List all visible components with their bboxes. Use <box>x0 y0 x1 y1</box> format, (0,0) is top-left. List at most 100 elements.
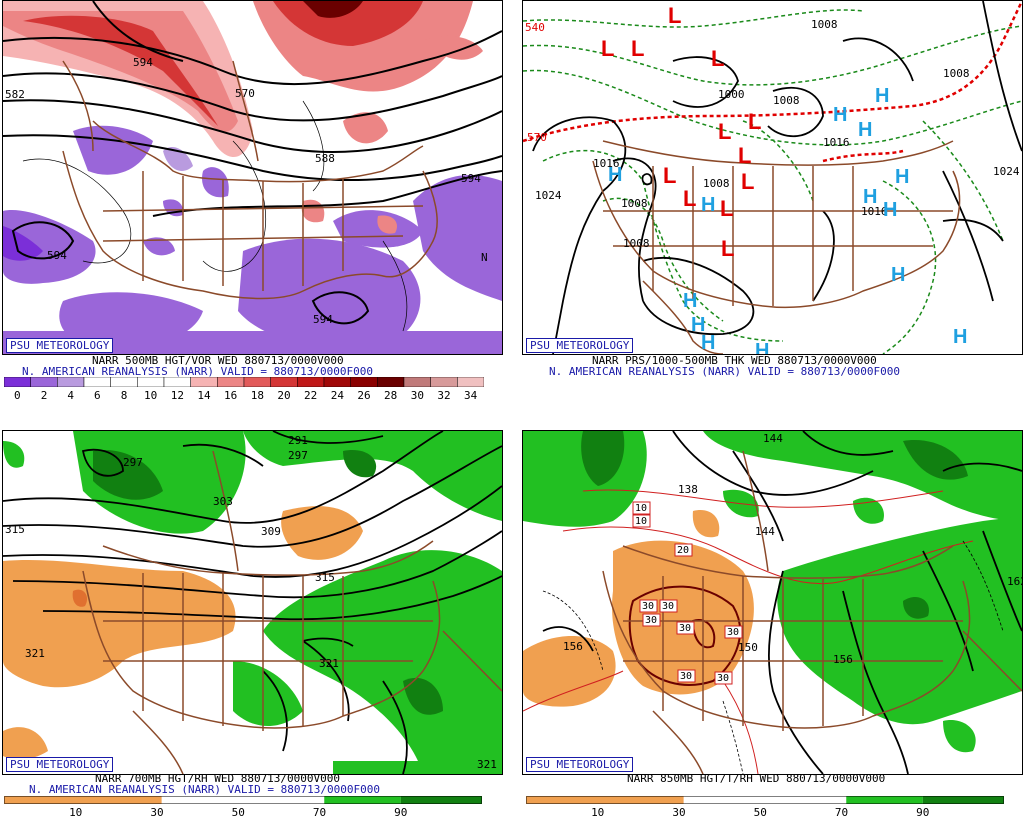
contour-label: 297 <box>288 449 308 462</box>
temperature-label-box: 30 <box>724 625 743 639</box>
low-pressure-marker: L <box>721 236 734 261</box>
high-pressure-marker: H <box>858 119 872 141</box>
panel-500mb-vorticity: 582 570 594 588 594 594 594 N PSU METEOR… <box>2 0 503 355</box>
svg-text:30: 30 <box>717 673 729 684</box>
svg-text:10: 10 <box>635 516 647 527</box>
colorbar-tick: 90 <box>394 806 408 819</box>
svg-text:30: 30 <box>680 671 692 682</box>
caption-line1: NARR 700MB HGT/RH WED 880713/0000V000 <box>95 772 341 785</box>
contour-label: 144 <box>755 525 775 538</box>
colorbar-tick: 32 <box>437 389 451 402</box>
colorbar-swatch <box>324 796 401 804</box>
colorbar-swatch <box>270 377 298 387</box>
contour-label: 594 <box>313 313 333 326</box>
caption-line1: NARR 850MB HGT/T/RH WED 880713/0000V000 <box>627 772 886 785</box>
contour-label: 588 <box>315 152 335 165</box>
mslp-map: 540 570 1024 1024 1016 1008 1008 1000 10… <box>523 1 1022 354</box>
low-pressure-marker: L <box>738 143 751 168</box>
psu-meteorology-badge: PSU METEOROLOGY <box>526 338 634 353</box>
svg-text:30: 30 <box>645 615 657 626</box>
temperature-label-box: 30 <box>677 669 696 683</box>
thickness-label: 540 <box>525 21 545 34</box>
contour-label: 315 <box>315 571 335 584</box>
svg-text:20: 20 <box>677 545 689 556</box>
svg-text:30: 30 <box>662 601 674 612</box>
vorticity-map: 582 570 594 588 594 594 594 N <box>3 1 502 354</box>
contour-label: 321 <box>477 758 497 771</box>
contour-label: 315 <box>5 523 25 536</box>
low-pressure-marker: L <box>631 36 644 61</box>
temperature-label-box: 20 <box>674 543 693 557</box>
850mb-map: 144 138 144 150 156 156 162 10 10 20 30 30 30… <box>523 431 1022 774</box>
colorbar-swatch <box>30 377 58 387</box>
700mb-rh-map: 291 297 297 303 309 315 315 321 321 321 <box>3 431 502 774</box>
colorbar-tick: 10 <box>591 806 605 819</box>
low-pressure-marker: L <box>668 3 681 28</box>
svg-text:30: 30 <box>679 623 691 634</box>
colorbar-tick: 28 <box>384 389 398 402</box>
isobar-label: 1024 <box>535 189 562 202</box>
rh-colorbar-ticks: 10 30 50 70 90 <box>4 806 482 819</box>
temperature-label-box: 30 <box>714 671 733 685</box>
low-pressure-marker: L <box>718 119 731 144</box>
colorbar-tick: 70 <box>312 806 327 819</box>
high-pressure-marker: H <box>883 199 897 221</box>
panel-850mb-temp-rh: 144 138 144 150 156 156 162 10 10 20 30 30 30… <box>522 430 1023 775</box>
isobar-label: 1008 <box>621 197 648 210</box>
svg-text:10: 10 <box>635 503 647 514</box>
isobar-label: 1016 <box>861 205 888 218</box>
panel-700mb-rh: 291 297 297 303 309 315 315 321 321 321 … <box>2 430 503 775</box>
colorbar-tick: 0 <box>14 389 21 402</box>
low-pressure-marker: L <box>741 169 754 194</box>
colorbar-tick: 16 <box>224 389 238 402</box>
colorbar-swatch <box>161 796 325 804</box>
thickness-label: 570 <box>527 131 547 144</box>
contour-label: 321 <box>25 647 45 660</box>
contour-label: 582 <box>5 88 25 101</box>
caption-line1: NARR PRS/1000-500MB THK WED 880713/0000V… <box>592 354 877 367</box>
colorbar-swatch <box>350 377 378 387</box>
vorticity-colorbar <box>4 377 484 387</box>
psu-meteorology-badge: PSU METEOROLOGY <box>6 338 114 353</box>
colorbar-tick: 34 <box>464 389 478 402</box>
high-pressure-marker: H <box>755 340 769 354</box>
colorbar-swatch <box>846 796 923 804</box>
rh-colorbar-ticks: 10 30 50 70 90 <box>526 806 1004 819</box>
colorbar-swatch <box>377 377 405 387</box>
temperature-label-box: 30 <box>676 621 695 635</box>
panel-mslp-thickness: 540 570 1024 1024 1016 1008 1008 1000 10… <box>522 0 1023 355</box>
isobar-label: 1016 <box>593 157 620 170</box>
colorbar-swatch <box>243 377 271 387</box>
high-pressure-marker: H <box>608 164 622 186</box>
colorbar-swatch <box>922 796 1004 804</box>
colorbar-swatch <box>4 796 162 804</box>
isobar-label: 1008 <box>811 18 838 31</box>
contour-label: 594 <box>461 172 481 185</box>
colorbar-swatch <box>83 377 111 387</box>
colorbar-tick: 14 <box>197 389 211 402</box>
contour-label: 156 <box>563 640 583 653</box>
colorbar-tick: 20 <box>277 389 291 402</box>
colorbar-tick: 26 <box>357 389 371 402</box>
colorbar-frame <box>526 796 1004 804</box>
psu-meteorology-badge: PSU METEOROLOGY <box>6 757 114 772</box>
contour-label: 162 <box>1007 575 1022 588</box>
isobar-label: 1008 <box>623 237 650 250</box>
rh-colorbar <box>526 796 1004 804</box>
colorbar-swatch <box>683 796 847 804</box>
high-pressure-marker: H <box>701 194 715 216</box>
high-pressure-marker: H <box>863 186 877 208</box>
colorbar-tick: 90 <box>916 806 930 819</box>
colorbar-swatch <box>323 377 351 387</box>
isobar-label: 1024 <box>993 165 1020 178</box>
contour-label: 138 <box>678 483 698 496</box>
contour-label: 309 <box>261 525 281 538</box>
colorbar-tick: 22 <box>304 389 318 402</box>
isobar-label: 1000 <box>718 88 745 101</box>
colorbar-swatch <box>190 377 218 387</box>
colorbar-swatch <box>217 377 245 387</box>
colorbar-swatch <box>526 796 684 804</box>
isobar-label: 1008 <box>943 67 970 80</box>
low-pressure-marker: L <box>683 186 696 211</box>
colorbar-swatch <box>430 377 458 387</box>
